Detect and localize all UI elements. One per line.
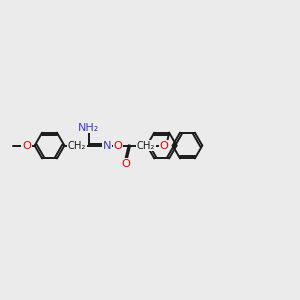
Text: O: O [114,140,123,151]
Text: O: O [22,140,31,151]
Text: O: O [122,159,130,169]
Text: O: O [160,140,168,151]
Text: NH₂: NH₂ [78,123,99,133]
Text: CH₂: CH₂ [68,140,86,151]
Text: CH₂: CH₂ [137,140,155,151]
Text: N: N [103,140,111,151]
